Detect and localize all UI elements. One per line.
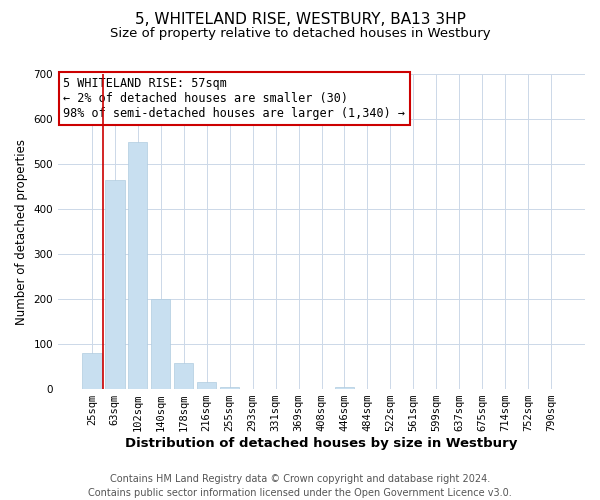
Text: Contains HM Land Registry data © Crown copyright and database right 2024.
Contai: Contains HM Land Registry data © Crown c… [88,474,512,498]
Bar [151,299,170,389]
Bar [82,353,101,389]
X-axis label: Distribution of detached houses by size in Westbury: Distribution of detached houses by size … [125,437,518,450]
Bar [128,142,148,389]
Bar [335,387,354,389]
Bar [197,382,217,389]
Bar [220,387,239,389]
Text: 5, WHITELAND RISE, WESTBURY, BA13 3HP: 5, WHITELAND RISE, WESTBURY, BA13 3HP [134,12,466,28]
Text: 5 WHITELAND RISE: 57sqm
← 2% of detached houses are smaller (30)
98% of semi-det: 5 WHITELAND RISE: 57sqm ← 2% of detached… [64,77,406,120]
Bar [105,180,125,389]
Y-axis label: Number of detached properties: Number of detached properties [15,138,28,324]
Bar [174,364,193,389]
Text: Size of property relative to detached houses in Westbury: Size of property relative to detached ho… [110,28,490,40]
